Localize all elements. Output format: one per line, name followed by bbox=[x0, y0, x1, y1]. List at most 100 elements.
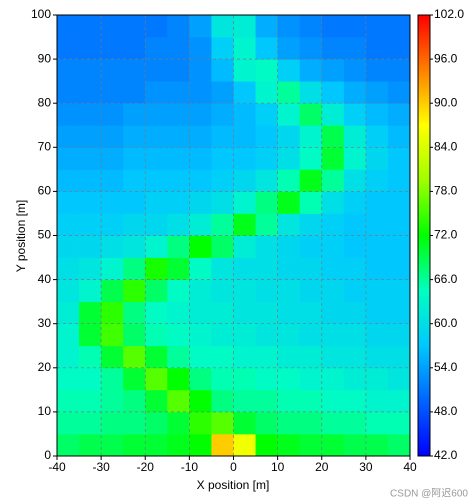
watermark: CSDN @阿迟600 bbox=[390, 487, 468, 500]
heatmap-cell bbox=[167, 433, 190, 457]
heatmap-cell bbox=[123, 59, 146, 82]
heatmap-cell bbox=[145, 213, 168, 236]
heatmap-cell bbox=[123, 235, 146, 258]
heatmap-cell bbox=[57, 37, 80, 60]
heatmap-cell bbox=[255, 323, 279, 347]
heatmap-cell bbox=[101, 37, 124, 60]
heatmap-cell bbox=[57, 323, 80, 347]
heatmap-cell bbox=[343, 367, 367, 391]
heatmap-cell bbox=[387, 411, 411, 435]
heatmap-cell bbox=[387, 125, 411, 148]
heatmap-cell bbox=[277, 37, 301, 60]
heatmap-cell bbox=[189, 103, 212, 126]
heatmap-cell bbox=[79, 59, 102, 82]
heatmap-cell bbox=[167, 279, 190, 303]
heatmap-cell bbox=[277, 59, 301, 82]
heatmap-cell bbox=[123, 367, 146, 391]
x-tick-label: 10 bbox=[271, 460, 285, 474]
heatmap-cell bbox=[167, 345, 190, 369]
heatmap-cell bbox=[387, 389, 411, 413]
heatmap-cell bbox=[343, 15, 367, 38]
heatmap-cell bbox=[57, 81, 80, 104]
colorbar-tick-label: 48.0 bbox=[434, 404, 458, 418]
heatmap-cell bbox=[233, 257, 256, 280]
heatmap-cell bbox=[277, 125, 301, 148]
heatmap-cell bbox=[255, 81, 279, 104]
heatmap-cell bbox=[101, 367, 124, 391]
heatmap-cell bbox=[57, 59, 80, 82]
heatmap-cell bbox=[167, 37, 190, 60]
heatmap-cell bbox=[79, 301, 102, 325]
heatmap-cell bbox=[277, 191, 301, 214]
heatmap-cell bbox=[299, 301, 323, 325]
heatmap-cell bbox=[189, 301, 212, 325]
y-tick-label: 10 bbox=[38, 404, 52, 418]
heatmap-cell bbox=[343, 279, 367, 303]
heatmap-cell bbox=[365, 235, 389, 258]
heatmap-cell bbox=[233, 411, 256, 435]
heatmap-cell bbox=[123, 345, 146, 369]
y-axis-label: Y position [m] bbox=[14, 200, 28, 272]
heatmap-cell bbox=[167, 235, 190, 258]
heatmap-cell bbox=[79, 37, 102, 60]
heatmap-cell bbox=[57, 301, 80, 325]
heatmap-cell bbox=[233, 345, 256, 369]
heatmap-cell bbox=[145, 59, 168, 82]
heatmap-cell bbox=[233, 301, 256, 325]
colorbar-tick-label: 78.0 bbox=[434, 184, 458, 198]
heatmap-cell bbox=[189, 213, 212, 236]
heatmap-cell bbox=[365, 169, 389, 192]
heatmap-cell bbox=[123, 279, 146, 303]
heatmap-cell bbox=[167, 191, 190, 214]
heatmap-cell bbox=[255, 213, 279, 236]
heatmap-cell bbox=[211, 367, 234, 391]
heatmap-cell bbox=[387, 103, 411, 126]
heatmap-cell bbox=[365, 103, 389, 126]
heatmap-cell bbox=[343, 235, 367, 258]
heatmap-cell bbox=[299, 37, 323, 60]
heatmap-cell bbox=[145, 125, 168, 148]
heatmap-cell bbox=[387, 59, 411, 82]
heatmap-cell bbox=[167, 389, 190, 413]
heatmap-cell bbox=[321, 103, 345, 126]
heatmap-cell bbox=[255, 191, 279, 214]
heatmap-cell bbox=[189, 257, 212, 280]
heatmap-cell bbox=[321, 235, 345, 258]
heatmap-cell bbox=[321, 323, 345, 347]
heatmap-cell bbox=[233, 59, 256, 82]
heatmap-cell bbox=[189, 411, 212, 435]
heatmap-cell bbox=[277, 411, 301, 435]
heatmap-cell bbox=[167, 323, 190, 347]
heatmap-cell bbox=[79, 433, 102, 457]
heatmap-cell bbox=[101, 235, 124, 258]
heatmap-cell bbox=[167, 257, 190, 280]
heatmap-cell bbox=[387, 367, 411, 391]
heatmap-cell bbox=[57, 367, 80, 391]
heatmap-cell bbox=[277, 301, 301, 325]
heatmap-cell bbox=[57, 411, 80, 435]
heatmap-cell bbox=[123, 323, 146, 347]
heatmap bbox=[57, 15, 411, 457]
x-tick-label: 20 bbox=[315, 460, 329, 474]
heatmap-cell bbox=[299, 345, 323, 369]
heatmap-cell bbox=[365, 301, 389, 325]
heatmap-cell bbox=[189, 345, 212, 369]
heatmap-cell bbox=[167, 81, 190, 104]
heatmap-cell bbox=[211, 103, 234, 126]
heatmap-cell bbox=[299, 15, 323, 38]
heatmap-cell bbox=[189, 367, 212, 391]
heatmap-cell bbox=[387, 191, 411, 214]
heatmap-cell bbox=[101, 191, 124, 214]
heatmap-cell bbox=[101, 279, 124, 303]
heatmap-cell bbox=[343, 169, 367, 192]
heatmap-cell bbox=[321, 301, 345, 325]
heatmap-cell bbox=[255, 389, 279, 413]
heatmap-cell bbox=[167, 15, 190, 38]
heatmap-cell bbox=[277, 169, 301, 192]
heatmap-cell bbox=[343, 37, 367, 60]
heatmap-cell bbox=[299, 389, 323, 413]
heatmap-cell bbox=[79, 103, 102, 126]
heatmap-cell bbox=[211, 125, 234, 148]
heatmap-cell bbox=[211, 235, 234, 258]
heatmap-cell bbox=[145, 411, 168, 435]
